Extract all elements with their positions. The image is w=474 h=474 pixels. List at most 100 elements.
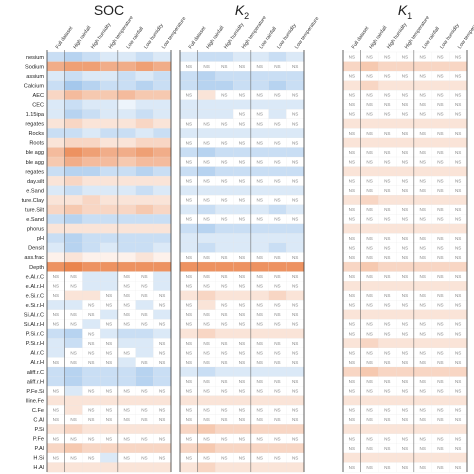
- row-label: P.Fe.Si: [26, 389, 44, 395]
- ns-label: NS: [124, 293, 130, 298]
- heatmap-cell: [431, 166, 450, 177]
- ns-label: NS: [124, 389, 130, 394]
- heatmap-cell: [413, 195, 432, 206]
- ns-label: NS: [203, 417, 209, 422]
- ns-label: NS: [402, 54, 408, 59]
- ns-label: NS: [292, 436, 298, 441]
- heatmap-cell: [342, 61, 362, 72]
- heatmap-cell: [215, 51, 234, 62]
- ns-label: NS: [239, 284, 245, 289]
- ns-label: NS: [257, 417, 263, 422]
- heatmap-cell: [117, 462, 136, 473]
- heatmap-cell: [396, 424, 415, 435]
- heatmap-cell: [82, 462, 101, 473]
- ns-label: NS: [292, 159, 298, 164]
- ns-label: NS: [221, 360, 227, 365]
- heatmap-cell: [286, 290, 305, 301]
- heatmap-cell: [449, 261, 468, 272]
- ns-label: NS: [203, 341, 209, 346]
- heatmap-cell: [286, 328, 305, 339]
- ns-label: NS: [437, 236, 443, 241]
- heatmap-cell: [46, 195, 66, 206]
- heatmap-cell: [215, 261, 234, 272]
- heatmap-cell: [215, 204, 234, 215]
- ns-label: NS: [239, 93, 245, 98]
- heatmap-cell: [215, 128, 234, 139]
- ns-label: NS: [239, 274, 245, 279]
- heatmap-cell: [197, 300, 216, 311]
- ns-label: NS: [366, 245, 372, 250]
- heatmap-cell: [286, 424, 305, 435]
- ns-label: NS: [106, 341, 112, 346]
- ns-label: NS: [402, 131, 408, 136]
- heatmap-cell: [342, 223, 362, 234]
- heatmap-cell: [46, 185, 66, 196]
- ns-label: NS: [384, 255, 390, 260]
- row-label: e.Al.r.C: [26, 274, 44, 280]
- ns-label: NS: [455, 360, 461, 365]
- heatmap-cell: [64, 109, 83, 120]
- ns-label: NS: [53, 284, 59, 289]
- heatmap-cell: [46, 462, 66, 473]
- ns-label: NS: [124, 322, 130, 327]
- heatmap-cell: [268, 395, 287, 406]
- ns-label: NS: [349, 236, 355, 241]
- heatmap-cell: [100, 376, 119, 387]
- heatmap-cell: [100, 70, 119, 81]
- ns-label: NS: [420, 159, 426, 164]
- heatmap-cell: [197, 395, 216, 406]
- heatmap-cell: [100, 462, 119, 473]
- ns-label: NS: [221, 93, 227, 98]
- heatmap-cell: [153, 223, 172, 234]
- column-label: Low temperature: [457, 16, 474, 50]
- heatmap-cell: [82, 204, 101, 215]
- ns-label: NS: [274, 198, 280, 203]
- heatmap-cell: [64, 80, 83, 91]
- heatmap-cell: [64, 424, 83, 435]
- ns-label: NS: [437, 102, 443, 107]
- ns-label: NS: [384, 131, 390, 136]
- heatmap-cell: [215, 424, 234, 435]
- heatmap-cell: [82, 147, 101, 158]
- ns-label: NS: [455, 112, 461, 117]
- heatmap-cell: [153, 70, 172, 81]
- ns-label: NS: [349, 389, 355, 394]
- ns-label: NS: [221, 389, 227, 394]
- heatmap-cell: [378, 424, 397, 435]
- heatmap-cell: [286, 395, 305, 406]
- ns-label: NS: [124, 455, 130, 460]
- heatmap-cell: [396, 166, 415, 177]
- ns-label: NS: [186, 303, 192, 308]
- ns-label: NS: [292, 274, 298, 279]
- ns-label: NS: [349, 217, 355, 222]
- ns-label: NS: [221, 379, 227, 384]
- ns-label: NS: [420, 188, 426, 193]
- heatmap-cell: [250, 290, 269, 301]
- ns-label: NS: [203, 121, 209, 126]
- heatmap-cell: [135, 366, 154, 377]
- row-label: Roots: [29, 141, 44, 147]
- column-label: Low rainfall: [421, 26, 440, 50]
- heatmap-cell: [233, 80, 252, 91]
- ns-label: NS: [221, 455, 227, 460]
- heatmap-cell: [413, 280, 432, 291]
- ns-label: NS: [239, 350, 245, 355]
- row-label: ble agg: [26, 160, 44, 166]
- heatmap-cell: [46, 204, 66, 215]
- ns-label: NS: [420, 112, 426, 117]
- heatmap-cell: [100, 166, 119, 177]
- ns-label: NS: [274, 312, 280, 317]
- heatmap-cell: [64, 338, 83, 349]
- heatmap-cell: [64, 166, 83, 177]
- ns-label: NS: [349, 159, 355, 164]
- heatmap-cell: [360, 424, 379, 435]
- heatmap-cell: [135, 185, 154, 196]
- ns-label: NS: [292, 255, 298, 260]
- heatmap-cell: [100, 328, 119, 339]
- heatmap-cell: [179, 80, 199, 91]
- heatmap-cell: [396, 137, 415, 148]
- ns-label: NS: [455, 188, 461, 193]
- ns-label: NS: [384, 360, 390, 365]
- ns-label: NS: [402, 322, 408, 327]
- heatmap-cell: [82, 376, 101, 387]
